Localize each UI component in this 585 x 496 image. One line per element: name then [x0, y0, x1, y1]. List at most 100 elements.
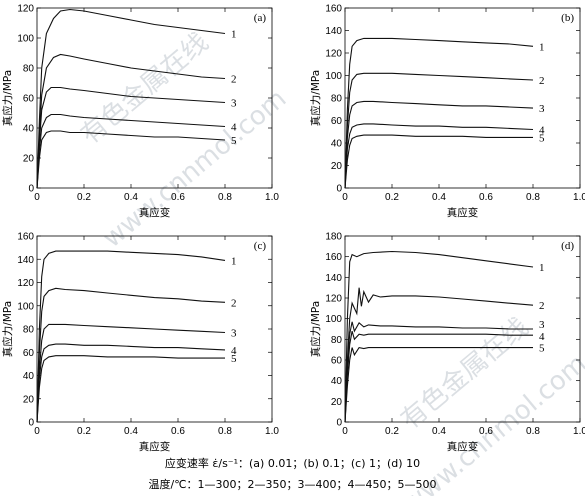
y-tick-label: 160: [325, 4, 342, 15]
y-tick-label: 80: [23, 64, 35, 75]
x-axis-title: 真应变: [447, 440, 479, 453]
series-line-4: [36, 343, 226, 423]
x-tick-label: 0.6: [479, 192, 493, 203]
y-tick-label: 100: [325, 314, 342, 325]
panel-tag: (c): [254, 240, 267, 252]
x-tick-label: 0.6: [171, 192, 185, 203]
y-tick-label: 0: [28, 184, 34, 195]
y-axis-title: 真应力/MPa: [309, 301, 322, 357]
series-line-1: [344, 37, 534, 189]
y-tick-label: 0: [28, 418, 34, 429]
y-tick-label: 140: [325, 26, 342, 37]
y-tick-label: 60: [331, 116, 343, 127]
y-axis-title: 真应力/MPa: [1, 70, 14, 126]
y-tick-label: 60: [331, 356, 343, 367]
series-line-1: [36, 8, 226, 189]
series-line-4: [344, 123, 534, 189]
series-line-3: [344, 321, 533, 423]
series-label-1: 1: [231, 29, 237, 41]
series-line-2: [36, 53, 226, 189]
chart-panel-4: 0 0.2 0.4 0.6 0.8 1.0 0 20 40 60 80 100 120 140 160 180…: [309, 232, 585, 454]
y-tick-label: 0: [336, 418, 342, 429]
y-tick-label: 160: [17, 232, 34, 243]
series-label-4: 4: [231, 122, 237, 134]
series-label-3: 3: [539, 103, 545, 115]
x-tick-label: 0.2: [77, 192, 91, 203]
chart-panel-2: 0 0.2 0.4 0.6 0.8 1.0 0 20 40 60 80 100 120 140 160 真应变…: [309, 4, 585, 220]
caption-strain-rate: 应变速率 ε̇/s⁻¹：(a) 0.01；(b) 0.1；(c) 1；(d) 1…: [164, 457, 421, 470]
y-tick-label: 120: [325, 49, 342, 60]
series-line-3: [36, 323, 226, 423]
y-tick-label: 0: [336, 184, 342, 195]
series-label-2: 2: [539, 300, 545, 312]
x-tick-label: 0: [34, 426, 40, 437]
series-label-4: 4: [539, 125, 545, 137]
x-axis-title: 真应变: [139, 206, 171, 219]
x-tick-label: 0.8: [526, 192, 540, 203]
x-tick-label: 0.8: [218, 192, 232, 203]
series-line-4: [344, 330, 533, 423]
y-tick-label: 180: [325, 232, 342, 243]
series-line-2: [344, 72, 534, 189]
series-label-1: 1: [231, 255, 237, 267]
series-line-3: [344, 100, 534, 189]
x-tick-label: 1.0: [573, 426, 585, 437]
series-label-3: 3: [231, 327, 237, 339]
x-tick-label: 0.6: [171, 426, 185, 437]
x-tick-label: 1.0: [265, 192, 279, 203]
y-tick-label: 40: [331, 139, 343, 150]
y-tick-label: 100: [325, 71, 342, 82]
series-label-5: 5: [231, 135, 237, 147]
y-tick-label: 40: [23, 371, 35, 382]
series-label-2: 2: [231, 297, 237, 309]
x-tick-label: 0.4: [124, 426, 138, 437]
x-tick-label: 1.0: [265, 426, 279, 437]
y-tick-label: 80: [23, 325, 35, 336]
y-tick-label: 20: [331, 161, 343, 172]
caption-temperature: 温度/℃：1—300；2—350；3—400；4—450；5—500: [148, 478, 437, 491]
panel-tag: (a): [254, 12, 267, 24]
series-label-5: 5: [539, 343, 545, 355]
chart-panel-1: 0 0.2 0.4 0.6 0.8 1.0 0 20 40 60 80 100 120 真应变 真应力/MP…: [1, 4, 279, 220]
plot-frame: [344, 7, 581, 189]
series-label-4: 4: [231, 345, 237, 357]
series-line-2: [36, 287, 226, 423]
x-tick-label: 0.8: [526, 426, 540, 437]
x-tick-label: 0.2: [77, 426, 91, 437]
series-line-1: [344, 250, 534, 423]
x-tick-label: 0.8: [218, 426, 232, 437]
x-axis-title: 真应变: [447, 206, 479, 219]
y-tick-label: 140: [325, 273, 342, 284]
x-tick-label: 0.4: [432, 192, 446, 203]
y-tick-label: 120: [325, 294, 342, 305]
y-tick-label: 80: [331, 94, 343, 105]
series-line-3: [36, 86, 226, 189]
x-tick-label: 0.2: [385, 192, 399, 203]
x-axis-title: 真应变: [139, 440, 171, 453]
x-tick-label: 0.4: [432, 426, 446, 437]
series-line-5: [344, 346, 533, 423]
series-line-2: [344, 287, 534, 423]
series-line-5: [344, 134, 533, 189]
series-line-4: [36, 113, 226, 189]
y-tick-label: 60: [23, 94, 35, 105]
panel-tag: (b): [561, 12, 574, 24]
y-tick-label: 100: [17, 34, 34, 45]
y-tick-label: 60: [23, 348, 35, 359]
x-tick-label: 0.2: [385, 426, 399, 437]
chart-panel-3: 0 0.2 0.4 0.6 0.8 1.0 0 20 40 60 80 100 120 140 160 真应变…: [1, 232, 279, 454]
series-line-5: [36, 130, 226, 189]
panel-tag: (d): [561, 240, 574, 252]
series-label-2: 2: [231, 74, 237, 86]
series-label-2: 2: [539, 75, 545, 87]
y-tick-label: 140: [17, 255, 34, 266]
y-tick-label: 20: [23, 394, 35, 405]
y-tick-label: 40: [331, 376, 343, 387]
y-tick-label: 20: [331, 397, 343, 408]
y-tick-label: 160: [325, 252, 342, 263]
y-tick-label: 80: [331, 335, 343, 346]
series-label-5: 5: [539, 132, 545, 144]
watermark-text: 有色金属在线: [75, 27, 214, 150]
x-tick-label: 0.6: [479, 426, 493, 437]
